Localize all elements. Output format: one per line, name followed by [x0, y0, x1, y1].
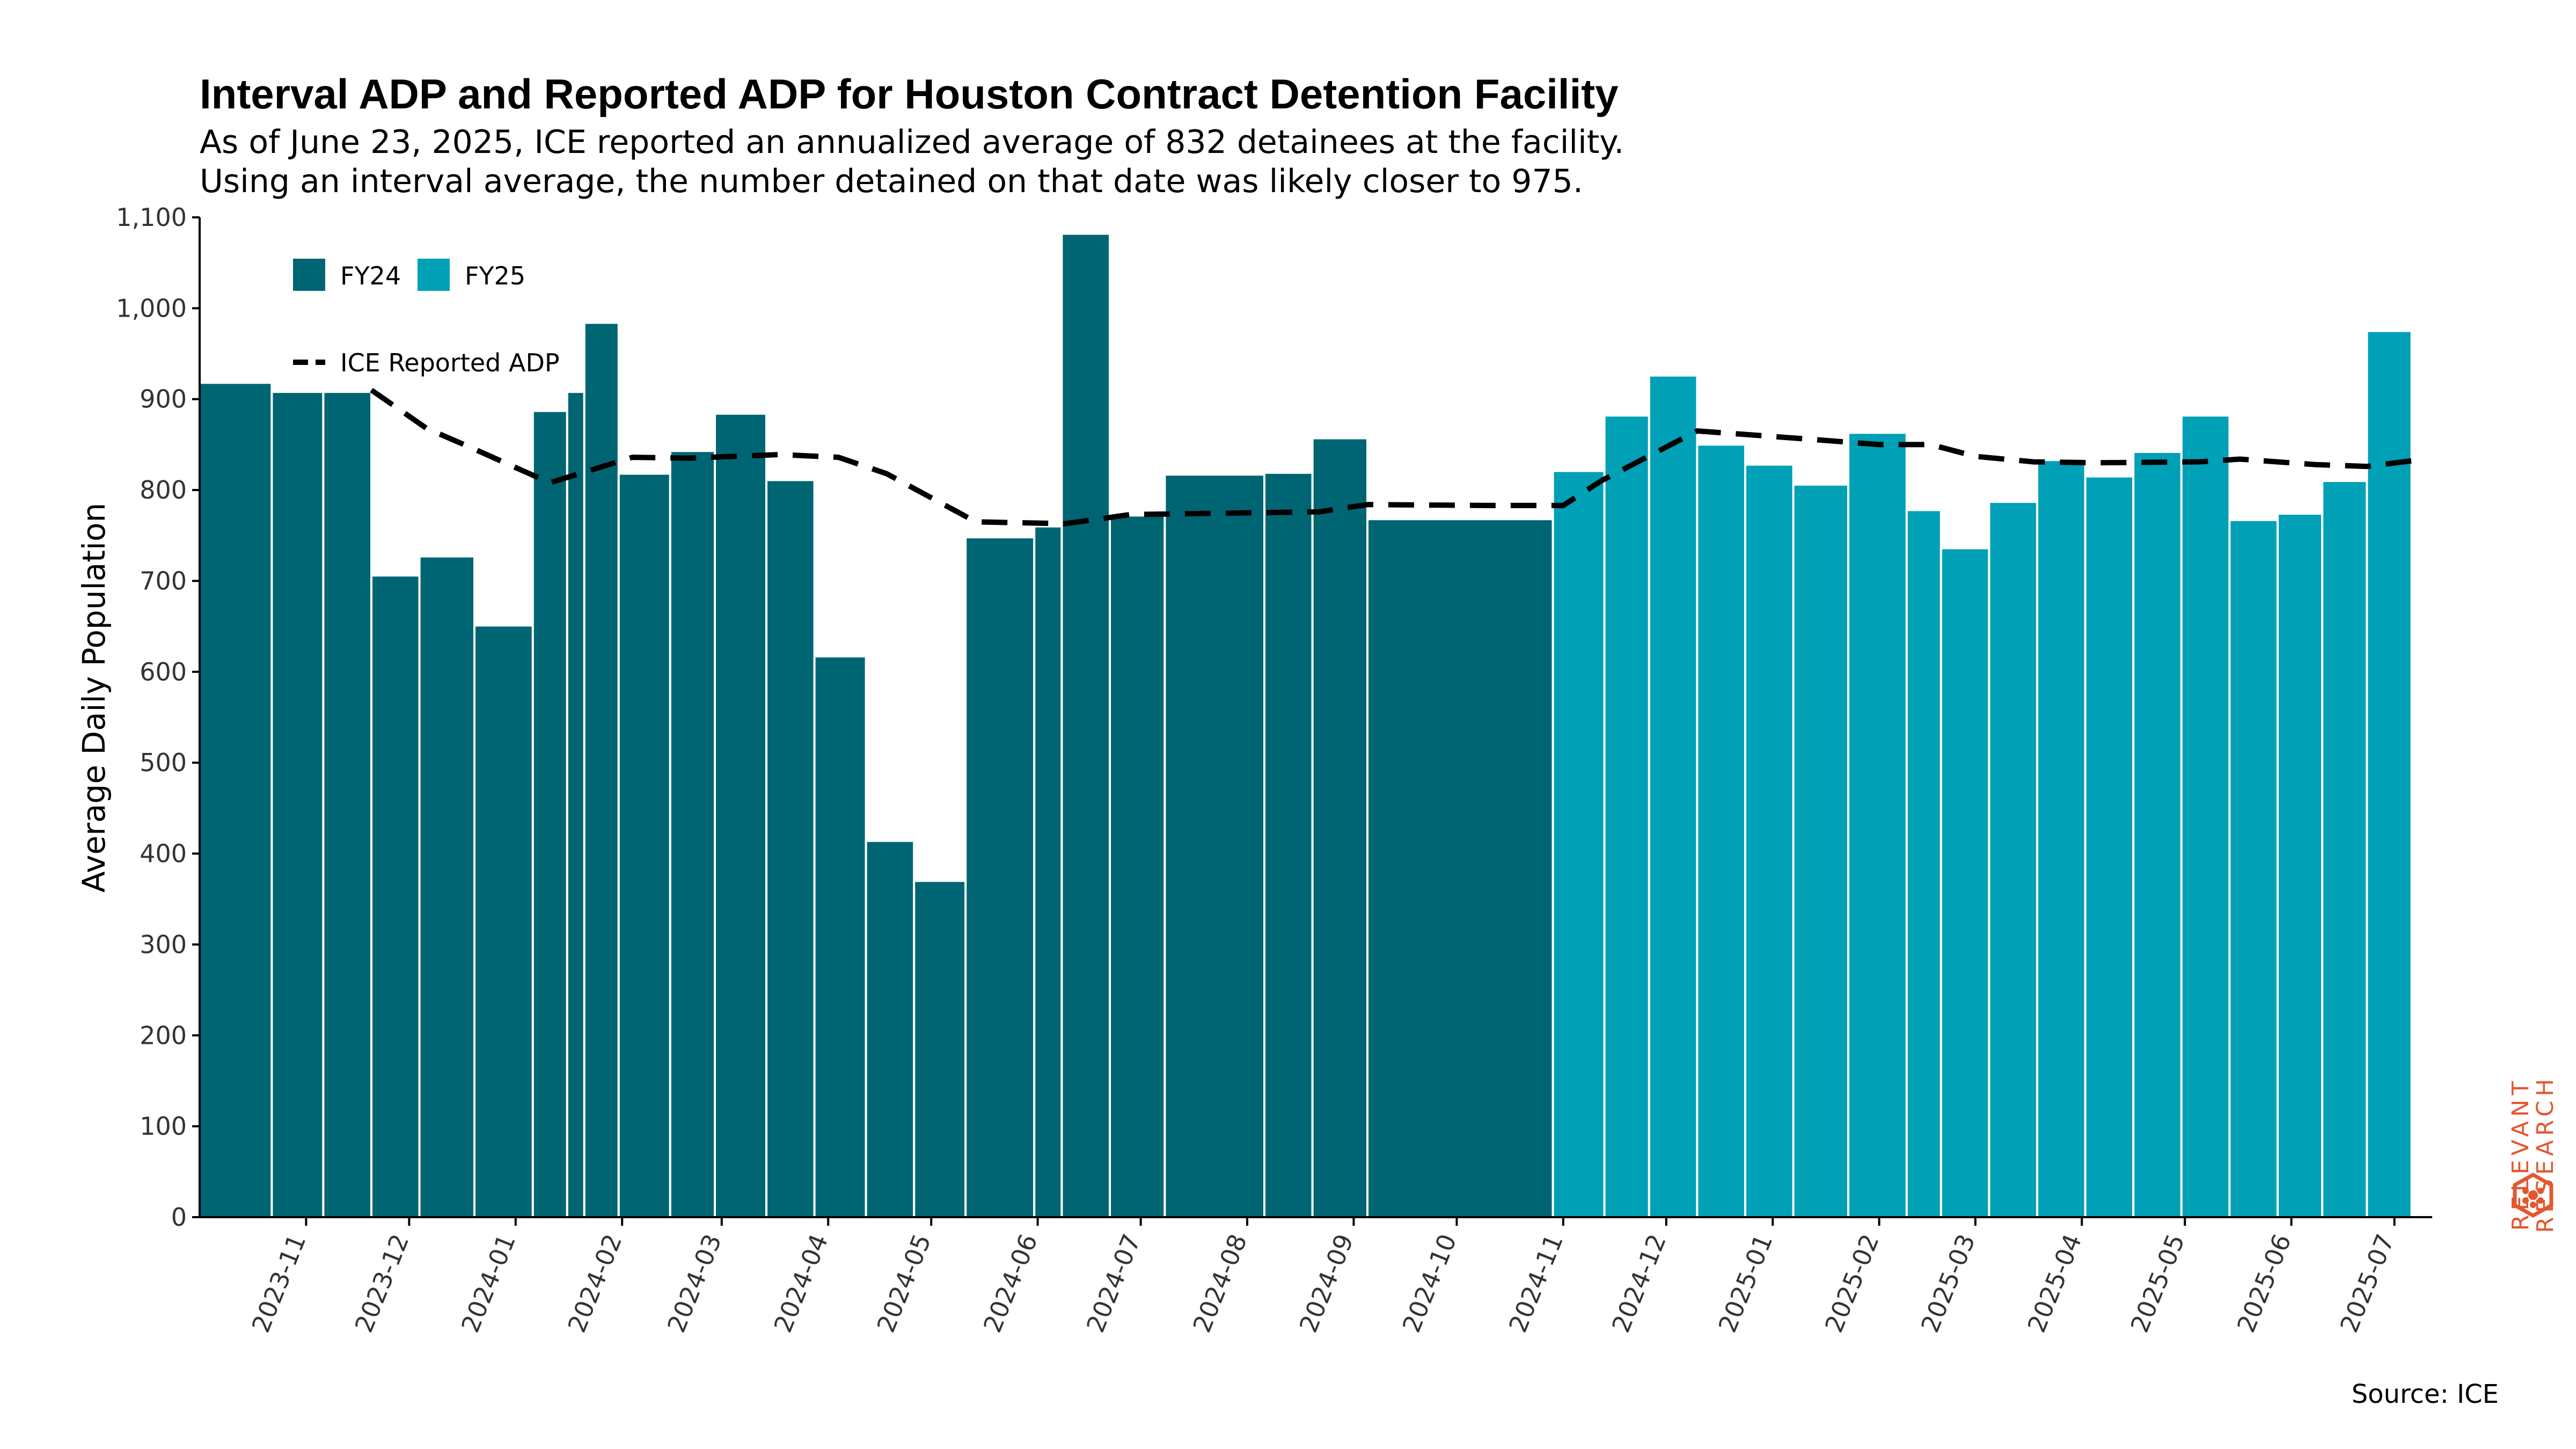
bar-fy24-2023-10-22	[270, 391, 325, 1218]
y-tick-label: 1,100	[116, 203, 187, 232]
bars-group	[199, 232, 2413, 1219]
bar-fy24-2024-01-31	[617, 472, 671, 1218]
y-tick-label: 100	[140, 1112, 187, 1141]
ice-reported-adp-line	[370, 387, 2426, 526]
legend-label-reported-adp: ICE Reported ADP	[340, 348, 560, 377]
x-tick-label: 2024-11	[1503, 1230, 1569, 1336]
bar-fy25-2025-06-23	[2366, 330, 2413, 1218]
x-tick-label: 2025-01	[1713, 1230, 1778, 1336]
x-tick-label: 2024-06	[978, 1230, 1043, 1336]
bar-fy25-2025-01-23	[1847, 431, 1908, 1218]
bar-fy24-2024-02-28	[714, 412, 767, 1218]
bar-fy25-2025-02-09	[1905, 509, 1942, 1218]
bar-fy25-2025-02-19	[1940, 547, 1990, 1218]
bar-fy24-2023-11-06	[322, 391, 373, 1218]
bar-fy24-2023-12-04	[418, 555, 475, 1218]
source-note: Source: ICE	[2351, 1379, 2499, 1409]
bar-fy24-2024-06-22	[1109, 514, 1166, 1219]
x-tick-label: 2024-01	[456, 1230, 521, 1336]
y-tick-label: 600	[140, 657, 187, 686]
chart-title: Interval ADP and Reported ADP for Housto…	[200, 70, 1619, 118]
bar-fy25-2024-11-26	[1648, 374, 1699, 1218]
y-tick-label: 400	[140, 839, 187, 868]
bar-fy25-2025-04-30	[2180, 414, 2231, 1218]
x-tick-label: 2024-08	[1187, 1230, 1253, 1336]
x-tick-label: 2024-10	[1397, 1230, 1462, 1336]
bar-fy24-2024-08-20	[1311, 437, 1369, 1219]
x-tick-label: 2025-03	[1915, 1230, 1981, 1336]
x-tick-label: 2024-12	[1606, 1230, 1672, 1336]
bar-fy24-2024-02-15	[669, 450, 716, 1218]
bar-fy24-2024-04-12	[865, 839, 916, 1219]
bar-fy24-2023-12-20	[473, 624, 534, 1218]
bar-fy25-2025-03-19	[2036, 459, 2087, 1218]
x-tick-label: 2024-07	[1081, 1230, 1146, 1336]
y-tick-label: 500	[140, 748, 187, 777]
y-tick-label: 800	[140, 475, 187, 504]
x-tick-label: 2025-04	[2022, 1230, 2087, 1336]
bar-fy25-2025-01-07	[1792, 483, 1850, 1218]
y-axis-ticks: 0 100 200 300 400 500 600 700 800 900 1,000 1,100	[116, 203, 200, 1232]
y-tick-label: 900	[140, 385, 187, 414]
bar-fy24-2024-05-11	[964, 536, 1036, 1218]
bar-fy25-2024-12-10	[1696, 443, 1746, 1219]
y-tick-label: 200	[140, 1021, 187, 1050]
bar-fy24-2024-03-28	[813, 655, 867, 1218]
chart-subtitle-line-2: Using an interval average, the number de…	[200, 163, 1583, 200]
bar-fy25-2025-04-16	[2132, 450, 2183, 1219]
x-tick-label: 2025-06	[2231, 1230, 2297, 1336]
bar-fy25-2025-04-02	[2084, 475, 2135, 1218]
x-tick-label: 2025-07	[2334, 1230, 2400, 1336]
x-tick-label: 2024-02	[562, 1230, 627, 1336]
bar-fy24-2024-03-14	[765, 479, 816, 1218]
bar-fy24-2024-08-06	[1263, 471, 1314, 1218]
x-tick-label: 2024-04	[768, 1230, 833, 1336]
bar-fy25-2024-10-29	[1552, 470, 1606, 1218]
legend-label-fy24: FY24	[340, 261, 401, 290]
hexagon-logo-icon	[2513, 1173, 2553, 1218]
x-tick-label: 2024-05	[871, 1230, 936, 1336]
bar-fy24-2024-07-08	[1163, 473, 1265, 1218]
bar-fy25-2024-11-13	[1603, 414, 1650, 1218]
bar-fy24-2024-04-26	[913, 880, 967, 1218]
legend: FY24 FY25 ICE Reported ADP	[293, 259, 560, 377]
bar-fy24-2024-01-16	[566, 391, 586, 1218]
bar-fy25-2025-05-14	[2228, 518, 2279, 1218]
x-tick-label: 2025-05	[2125, 1230, 2190, 1336]
bar-fy25-2024-12-24	[1744, 463, 1795, 1218]
bar-fy24-2023-10-01	[199, 382, 273, 1218]
chart-subtitle-line-1: As of June 23, 2025, ICE reported an ann…	[200, 123, 1624, 161]
x-tick-label: 2024-03	[662, 1230, 727, 1336]
x-tick-label: 2024-09	[1294, 1230, 1359, 1336]
bar-fy24-2024-06-08	[1060, 232, 1111, 1218]
y-tick-label: 300	[140, 930, 187, 959]
y-tick-label: 1,000	[116, 294, 187, 323]
x-axis-ticks: 2023-11 2023-12 2024-01 2024-02 2024-03 2024-…	[246, 1217, 2400, 1336]
legend-swatch-fy24	[293, 259, 325, 291]
y-tick-label: 0	[171, 1203, 187, 1232]
bar-fy25-2025-06-10	[2321, 480, 2368, 1218]
bar-fy25-2025-03-05	[1988, 501, 2038, 1218]
bar-fy24-2023-11-20	[370, 574, 421, 1218]
legend-swatch-fy25	[418, 259, 450, 291]
bar-fy24-2024-09-05	[1366, 518, 1554, 1219]
x-tick-label: 2023-11	[246, 1230, 312, 1336]
x-tick-label: 2025-02	[1819, 1230, 1885, 1336]
x-tick-label: 2023-12	[349, 1230, 415, 1336]
brand-logo: RELEVANT RESEARCH	[2501, 998, 2565, 1233]
bar-fy24-2024-01-21	[583, 321, 620, 1218]
y-tick-label: 700	[140, 566, 187, 595]
bar-fy24-2024-01-06	[531, 409, 568, 1219]
bar-fy25-2025-05-28	[2277, 513, 2324, 1218]
legend-label-fy25: FY25	[465, 261, 525, 290]
bar-fy24-2024-05-31	[1033, 525, 1063, 1219]
